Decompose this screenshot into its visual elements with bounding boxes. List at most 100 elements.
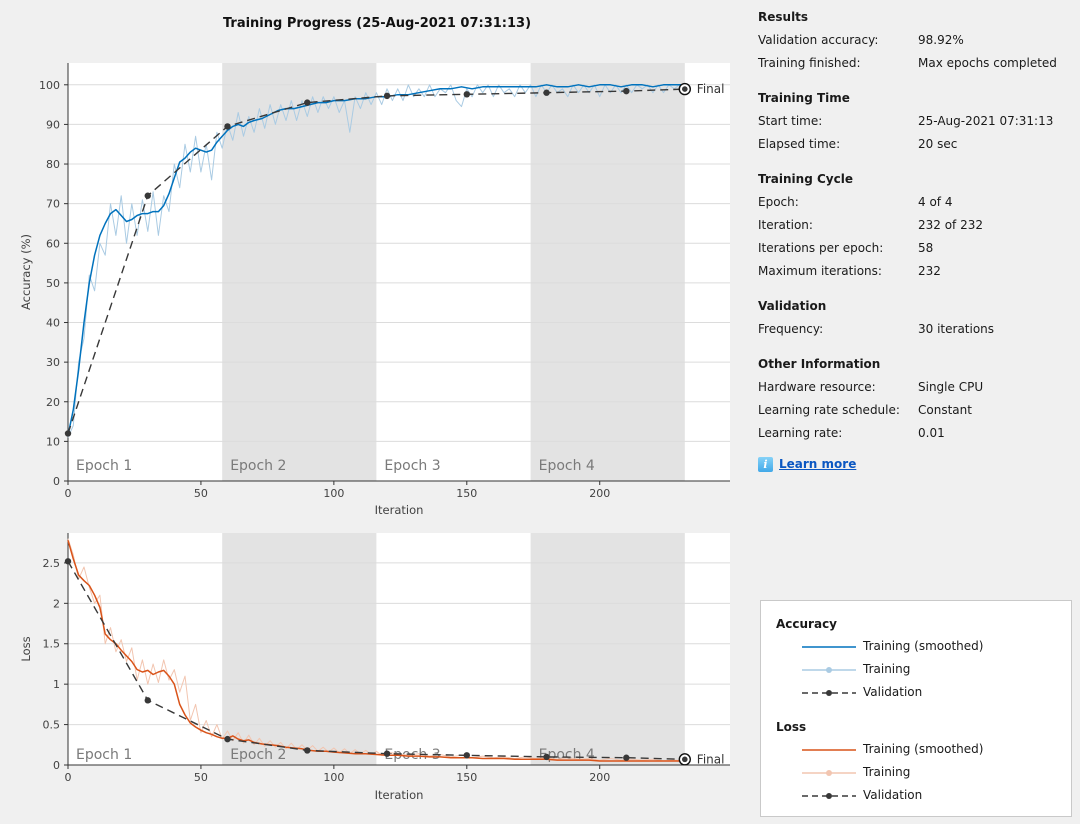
y-tick-label: 60	[46, 237, 60, 250]
y-axis-label: Loss	[19, 636, 33, 661]
legend-item-label: Training (smoothed)	[863, 742, 984, 756]
info-section: Training Time Start time: 25-Aug-2021 07:3…	[758, 87, 1080, 156]
info-row-value: 232	[918, 264, 941, 278]
legend-group-title: Accuracy	[776, 617, 838, 631]
info-section-title: Training Time	[758, 91, 850, 105]
x-axis-label: Iteration	[375, 503, 424, 517]
info-section: Other Information Hardware resource: Singl…	[758, 353, 1080, 445]
x-tick-label: 200	[589, 771, 610, 784]
figure-title: Training Progress (25-Aug-2021 07:31:13)	[222, 16, 532, 31]
legend-sample-line	[802, 645, 856, 648]
info-row-label: Elapsed time:	[758, 137, 841, 151]
info-row: Learning rate schedule: Constant	[758, 399, 1080, 422]
learn-more-link[interactable]: Learn more	[779, 457, 857, 471]
x-tick-label: 100	[323, 487, 344, 500]
validation-marker	[623, 754, 630, 761]
legend-sample-line	[802, 792, 856, 799]
info-row: Validation accuracy: 98.92%	[758, 29, 1080, 52]
info-row: Iteration: 232 of 232	[758, 214, 1080, 237]
info-row-label: Start time:	[758, 114, 823, 128]
validation-marker	[224, 735, 231, 743]
validation-marker	[543, 89, 550, 96]
legend-sample-line	[802, 748, 856, 751]
y-tick-label: 1.5	[43, 638, 61, 651]
info-row-value: 98.92%	[918, 33, 964, 47]
validation-marker	[304, 747, 311, 754]
x-tick-label: 200	[589, 487, 610, 500]
info-row-label: Training finished:	[758, 56, 861, 70]
x-tick-label: 0	[65, 487, 72, 500]
legend-sample-line	[802, 689, 856, 696]
final-marker-inner	[682, 86, 688, 92]
info-row: Hardware resource: Single CPU	[758, 376, 1080, 399]
info-row: Learning rate: 0.01	[758, 422, 1080, 445]
legend-item-label: Validation	[863, 685, 923, 699]
y-tick-label: 2	[53, 597, 60, 610]
y-tick-label: 0	[53, 475, 60, 488]
y-tick-label: 30	[46, 356, 60, 369]
y-tick-label: 2.5	[43, 557, 61, 570]
legend-item: Training (smoothed)	[761, 738, 1071, 761]
legend: Accuracy Training (smoothed) Training Valid…	[760, 600, 1072, 817]
learn-more-row: i Learn more	[758, 454, 1080, 474]
series-accuracy-raw	[67, 84, 685, 438]
legend-group-title: Loss	[776, 720, 807, 734]
epoch-band	[530, 533, 685, 765]
info-row: Frequency: 30 iterations	[758, 318, 1080, 341]
series-loss-raw	[67, 538, 685, 762]
info-row-value: 4 of 4	[918, 195, 953, 209]
epoch-label: Epoch 2	[230, 747, 286, 763]
info-row-label: Learning rate:	[758, 426, 843, 440]
legend-item-label: Training (smoothed)	[863, 639, 984, 653]
y-tick-label: 10	[46, 435, 60, 448]
validation-marker	[543, 753, 550, 761]
validation-marker	[383, 92, 391, 100]
legend-item-label: Training	[863, 765, 911, 779]
info-row-label: Validation accuracy:	[758, 33, 879, 47]
validation-marker	[304, 99, 311, 106]
y-tick-label: 100	[39, 79, 60, 92]
x-axis-label: Iteration	[375, 788, 424, 802]
final-marker-inner	[682, 756, 688, 763]
legend-item-label: Validation	[863, 788, 923, 802]
info-section-title: Validation	[758, 299, 827, 313]
final-label: Final	[697, 752, 725, 766]
info-section-title: Training Cycle	[758, 172, 853, 186]
info-row-value: Single CPU	[918, 380, 984, 394]
info-section: Validation Frequency: 30 iterations	[758, 295, 1080, 341]
info-row: Maximum iterations: 232	[758, 260, 1080, 283]
info-section-title: Results	[758, 10, 809, 24]
info-row-label: Epoch:	[758, 195, 799, 209]
y-tick-label: 90	[46, 118, 60, 131]
info-row-label: Iterations per epoch:	[758, 241, 884, 255]
info-icon: i	[758, 456, 773, 472]
info-row-value: 20 sec	[918, 137, 958, 151]
info-row-value: 25-Aug-2021 07:31:13	[918, 114, 1054, 128]
epoch-band	[530, 63, 685, 481]
legend-item: Training (smoothed)	[761, 635, 1071, 658]
info-panel: Results Validation accuracy: 98.92% Trainin…	[758, 6, 1080, 474]
y-tick-label: 0.5	[43, 719, 61, 732]
legend-sample-line	[802, 769, 856, 776]
y-tick-label: 40	[46, 317, 60, 330]
x-tick-label: 150	[456, 487, 477, 500]
x-tick-label: 50	[194, 771, 208, 784]
y-tick-label: 20	[46, 396, 60, 409]
info-row-label: Frequency:	[758, 322, 824, 336]
validation-marker	[144, 697, 151, 704]
y-tick-label: 80	[46, 158, 60, 171]
info-row-label: Hardware resource:	[758, 380, 876, 394]
legend-item: Validation	[761, 681, 1071, 704]
x-tick-label: 0	[65, 771, 72, 784]
y-tick-label: 1	[53, 678, 60, 691]
info-row-value: 30 iterations	[918, 322, 995, 336]
epoch-label: Epoch 1	[76, 747, 132, 763]
epoch-label: Epoch 2	[230, 458, 286, 474]
info-section: Training Cycle Epoch: 4 of 4 Iteration: 232 …	[758, 168, 1080, 283]
info-row-value: 232 of 232	[918, 218, 984, 232]
info-row-value: Max epochs completed	[918, 56, 1057, 70]
x-tick-label: 50	[194, 487, 208, 500]
legend-sample-line	[802, 666, 856, 673]
validation-marker	[224, 123, 231, 130]
info-row: Iterations per epoch: 58	[758, 237, 1080, 260]
